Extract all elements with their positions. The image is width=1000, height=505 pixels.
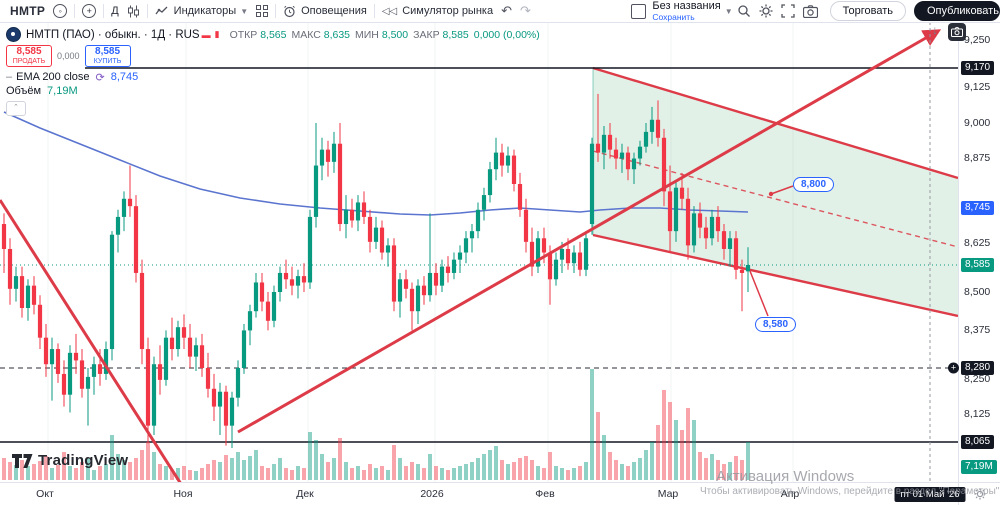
time-label: Мар	[657, 488, 679, 500]
compare-icon[interactable]: ◦	[49, 0, 71, 22]
chart-legend: НМТП (ПАО) · обыкн. · 1Д · RUS ▬ ▮ ОТКР …	[6, 27, 545, 116]
indicators-icon	[155, 5, 169, 17]
price-tick: 9,125	[964, 81, 991, 93]
time-label: 2026	[420, 488, 444, 500]
price-tick: 8,250	[964, 373, 991, 385]
candlestick-chart[interactable]	[0, 22, 959, 496]
chart-pane[interactable]	[0, 22, 959, 496]
buy-button[interactable]: 8,585 КУПИТЬ	[84, 45, 131, 67]
layout-icon[interactable]	[631, 3, 647, 19]
toolbar-right: Без названия Сохранить ▼ Торговать Опубл…	[631, 0, 1000, 22]
time-axis[interactable]: Окт Ноя Дек 2026 Фев Мар Апр пт 01 Май '26	[0, 482, 966, 505]
time-label: Окт	[36, 488, 54, 500]
candle-style-icon[interactable]	[123, 0, 144, 22]
interval-button[interactable]: Д	[111, 5, 119, 17]
divider	[146, 4, 148, 18]
price-tick: 8,375	[964, 324, 991, 336]
quick-search-icon[interactable]	[733, 0, 755, 22]
top-toolbar: НМТР ◦ + Д Индикаторы ▼ Оповещения ◁◁ Си…	[0, 0, 1000, 23]
divider	[373, 4, 375, 18]
snapshot-camera-icon[interactable]	[799, 0, 822, 22]
symbol-logo	[6, 27, 21, 42]
add-symbol-icon[interactable]: +	[78, 0, 100, 22]
change-value: 0,000 (0,00%)	[473, 28, 540, 41]
hide-indicator-icon[interactable]: ▬	[201, 29, 211, 40]
price-marker-8,585: 8,585	[961, 258, 995, 272]
ema-indicator-row[interactable]: – EMA 200 close ⟳ 8,745	[6, 71, 139, 84]
price-marker-8,280: 8,280 +	[948, 361, 995, 375]
date-marker-pill: пт 01 Май '26	[894, 487, 966, 502]
volume-indicator-row[interactable]: Объём 7,19М	[6, 84, 78, 97]
candles	[1, 93, 751, 449]
fullscreen-icon[interactable]	[777, 0, 799, 22]
symbol-search-button[interactable]: НМТР	[10, 4, 46, 18]
alert-clock-icon	[283, 5, 296, 18]
axis-gear-icon	[974, 488, 986, 500]
save-layout-button[interactable]: Без названия Сохранить	[652, 0, 721, 22]
scroll-to-recent-icon[interactable]: ↓	[932, 23, 938, 37]
replay-button[interactable]: ◁◁ Симулятор рынка	[381, 5, 494, 17]
price-marker-7,19М: 7,19М	[961, 460, 997, 474]
divider	[275, 4, 277, 18]
alerts-button[interactable]: Оповещения	[279, 0, 371, 22]
windows-activation-watermark-line2: Чтобы активировать Windows, перейдите в …	[700, 486, 1000, 497]
ohlc-values: ОТКР 8,565 МАКС 8,635 МИН 8,500 ЗАКР 8,585 0…	[229, 28, 540, 41]
undo-button[interactable]: ↶	[501, 3, 512, 18]
alert-plus-icon[interactable]: +	[948, 362, 959, 374]
settings-gear-icon[interactable]	[755, 0, 777, 22]
price-marker-8,065: 8,065	[961, 435, 995, 449]
price-marker-8,745: 8,745	[961, 201, 995, 215]
recalc-icon: ⟳	[95, 71, 105, 84]
indicator-templates-icon[interactable]	[252, 0, 272, 22]
time-label: Фев	[535, 488, 555, 500]
buy-sell-widget: 8,585 ПРОДАТЬ 0,000 8,585 КУПИТЬ	[6, 45, 545, 67]
price-callout-8800[interactable]: 8,800	[793, 177, 835, 192]
price-tick: 8,875	[964, 152, 991, 164]
volume-bars	[2, 369, 750, 480]
trendline-drawings	[0, 29, 942, 496]
callout-arrows	[749, 185, 794, 317]
price-tick: 9,250	[964, 34, 991, 46]
collapse-legend-button[interactable]: ˆ	[6, 100, 26, 116]
divider	[103, 4, 105, 18]
trade-button[interactable]: Торговать	[829, 1, 906, 21]
ema-value: 8,745	[110, 71, 139, 84]
indicators-button[interactable]: Индикаторы ▼	[151, 0, 252, 22]
time-label: Дек	[296, 488, 314, 500]
chevron-down-icon[interactable]: ▼	[724, 6, 733, 16]
time-label: Апр	[780, 488, 800, 500]
windows-activation-watermark: Активация Windows	[716, 468, 855, 485]
screenshot-floating-icon[interactable]	[948, 23, 966, 41]
price-tick: 8,625	[964, 237, 991, 249]
symbol-title: НМТП (ПАО) · обыкн. · 1Д · RUS	[26, 28, 200, 41]
price-tick: 9,000	[964, 117, 991, 129]
price-tick: 8,500	[964, 286, 991, 298]
publish-button[interactable]: Опубликовать	[914, 1, 1000, 21]
price-tick: 8,125	[964, 408, 991, 420]
symbol-row[interactable]: НМТП (ПАО) · обыкн. · 1Д · RUS ▬ ▮ ОТКР …	[6, 27, 545, 42]
volume-value: 7,19М	[47, 84, 78, 97]
tradingview-logo[interactable]: TradingView	[12, 452, 128, 469]
price-marker-9,170: 9,170	[961, 61, 995, 75]
redo-button[interactable]: ↷	[520, 3, 531, 18]
price-callout-8580[interactable]: 8,580	[755, 317, 797, 332]
time-label: Ноя	[173, 488, 193, 500]
spread-value: 0,000	[57, 50, 80, 61]
sell-button[interactable]: 8,585 ПРОДАТЬ	[6, 45, 52, 67]
price-level-lines	[0, 67, 958, 443]
divider	[74, 4, 76, 18]
replay-icon: ◁◁	[381, 5, 398, 17]
price-axis[interactable]: 9,250 9,125 9,000 8,875 8,625 8,500 8,375 8,250…	[948, 22, 1000, 482]
chevron-down-icon: ▼	[240, 6, 249, 16]
bar-style-mini-icon[interactable]: ▮	[214, 29, 220, 39]
